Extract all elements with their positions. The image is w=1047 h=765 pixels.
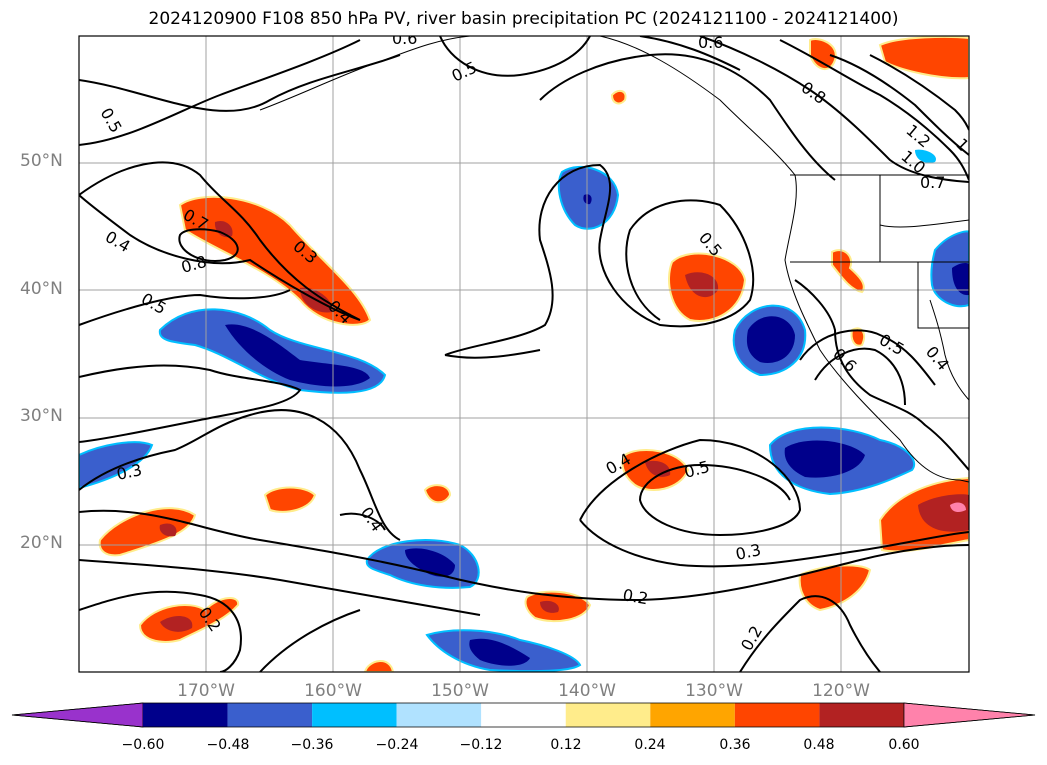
contour-label: 0.8: [798, 78, 830, 108]
contour-label: 0.5: [682, 457, 712, 482]
contour-label: 0.5: [449, 58, 480, 86]
colorbar-tick-label: 0.48: [803, 737, 835, 753]
precip-positive-core: [540, 600, 559, 613]
lat-label: 40°N: [20, 279, 63, 299]
colorbar-tick-label: −0.60: [121, 737, 165, 753]
colorbar-tick-label: −0.36: [290, 737, 334, 753]
precip-positive-core: [159, 523, 177, 537]
map-title: 2024120900 F108 850 hPa PV, river basin …: [148, 9, 899, 29]
contour-label: 0.4: [102, 227, 134, 256]
precip-negative-core: [469, 638, 530, 666]
pv-contours: [79, 36, 969, 672]
contour-label: 0.3: [734, 540, 763, 564]
colorbar-tick-label: 0.36: [719, 737, 751, 753]
colorbar-segment: [312, 703, 397, 727]
lat-label: 30°N: [20, 406, 63, 426]
precip-positive-core: [160, 616, 193, 632]
map-frame: [78, 35, 970, 673]
precip-positive-blob: [263, 486, 317, 513]
colorbar-tick-label: 0.24: [634, 737, 666, 753]
coastlines: [259, 36, 969, 483]
precip-positive-core: [950, 502, 966, 513]
contour-label: 0.5: [97, 105, 126, 137]
contour-label: 0.7: [920, 173, 945, 192]
colorbar-segment: [734, 703, 820, 727]
colorbar-tick-label: 0.60: [888, 737, 920, 753]
colorbar-extend-left: [11, 702, 144, 728]
contour-label: 0.4: [922, 342, 953, 374]
lon-label: 130°W: [685, 681, 743, 701]
colorbar-segment: [650, 703, 735, 727]
contour-label: 0.2: [737, 622, 766, 654]
precip-positive-blob: [809, 38, 837, 70]
contour-label: 0.4: [357, 503, 387, 535]
contour-label: 0.2: [621, 585, 649, 608]
colorbar-segment: [819, 703, 904, 727]
precip-negative-core: [225, 324, 370, 387]
contour-label: 1: [952, 134, 973, 155]
precip-positive-core: [685, 272, 719, 298]
contour-label: 0.6: [698, 33, 723, 52]
lat-label: 20°N: [20, 533, 63, 553]
lon-label: 170°W: [177, 681, 235, 701]
colorbar-extend-right: [903, 702, 1036, 728]
precip-positive-blob: [831, 249, 865, 294]
colorbar-tick-label: −0.48: [206, 737, 250, 753]
lon-label: 140°W: [558, 681, 616, 701]
contour-label: 0.5: [138, 289, 170, 318]
colorbar-tick-label: 0.12: [550, 737, 582, 753]
lon-label: 160°W: [304, 681, 362, 701]
colorbar-tick-label: −0.12: [459, 737, 503, 753]
colorbar-segment: [565, 703, 651, 727]
colorbar-segment: [481, 703, 566, 727]
colorbar-segment: [143, 703, 228, 727]
precip-positive-core: [214, 220, 233, 238]
precip-negative-core: [952, 263, 969, 296]
precip-negative-blob: [915, 149, 936, 163]
colorbar-segment: [396, 703, 482, 727]
colorbar: [11, 702, 1036, 728]
contour-label: 0.6: [392, 29, 417, 48]
contour-label: 0.8: [179, 252, 209, 277]
precip-positive-blob: [423, 484, 452, 504]
colorbar-tick-label: −0.24: [375, 737, 419, 753]
precip-positive-blob: [363, 660, 395, 672]
lat-label: 50°N: [20, 151, 63, 171]
lon-label: 120°W: [812, 681, 870, 701]
precip-negative-core: [746, 316, 795, 363]
precip-shading: [79, 36, 969, 672]
lon-label: 150°W: [431, 681, 489, 701]
colorbar-outline: [11, 702, 1036, 728]
precip-positive-blob: [878, 36, 969, 80]
precip-positive-blob: [610, 89, 627, 105]
contour-label: 0.3: [115, 460, 144, 484]
contour-label: 1.2: [902, 121, 934, 152]
precip-negative-core: [784, 440, 865, 478]
precip-negative-core: [405, 548, 455, 577]
colorbar-segment: [227, 703, 313, 727]
precip-positive-blob: [850, 327, 866, 347]
